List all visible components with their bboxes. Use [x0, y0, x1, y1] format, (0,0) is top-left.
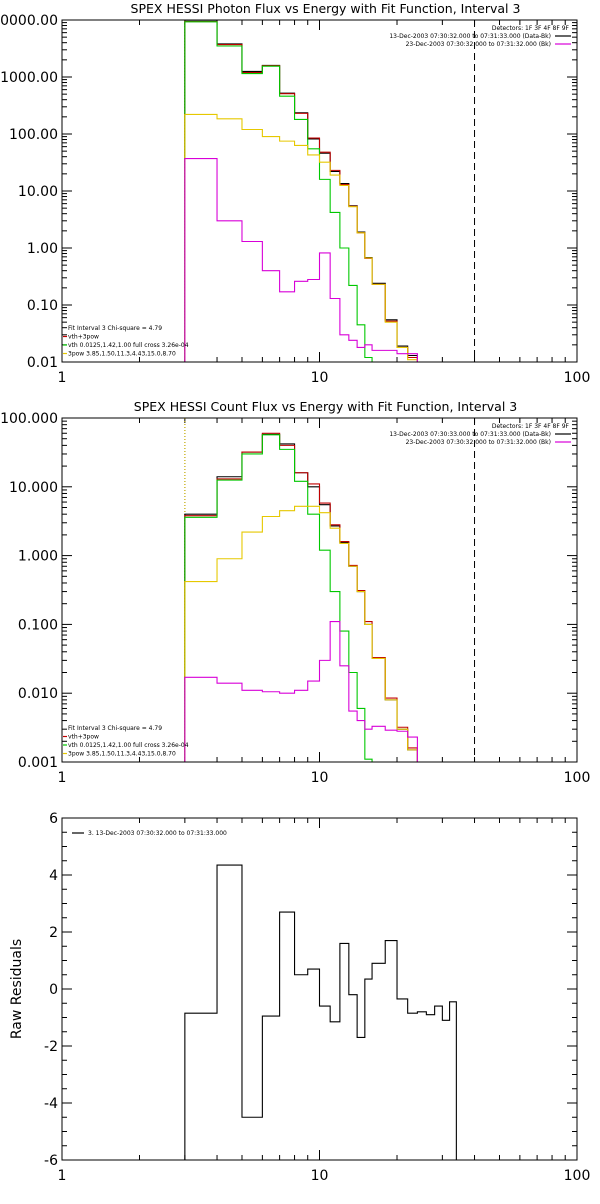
y-tick-label: -4 [44, 1096, 58, 1112]
y-tick-label: 4 [49, 868, 58, 884]
chart-title: SPEX HESSI Photon Flux vs Energy with Fi… [131, 1, 521, 16]
legend-entry-3: vth 0.0125,1.42,1.00 full cross 3.26e-04 [68, 342, 189, 349]
legend-entry-3: vth 0.0125,1.42,1.00 full cross 3.26e-04 [68, 742, 189, 749]
y-tick-label: 1000.00 [0, 70, 58, 86]
chart-panel-1: SPEX HESSI Photon Flux vs Energy with Fi… [0, 1, 590, 386]
series-line-bk [184, 621, 418, 762]
info-text-2: 13-Dec-2003 07:30:32.000 to 07:31:33.000… [389, 33, 551, 40]
y-tick-label: 1.00 [27, 241, 58, 257]
chart-panel-2: SPEX HESSI Count Flux vs Energy with Fit… [0, 399, 590, 786]
series-line-3-13-dec-2003-07-30-32-000-to-07-31-33-000 [184, 864, 457, 1160]
y-tick-label: 0.10 [27, 298, 58, 314]
x-tick-label: 10 [311, 1168, 329, 1184]
plot-frame [61, 417, 578, 763]
series-line-3pow [184, 505, 418, 762]
y-axis-label: Raw Residuals [9, 939, 25, 1039]
y-tick-label: 100.00 [9, 127, 58, 143]
x-tick-label: 100 [564, 370, 591, 386]
plot-data [184, 418, 476, 762]
y-tick-label: -2 [44, 1039, 58, 1055]
y-tick-label: 10.00 [18, 184, 58, 200]
series-line-vth [184, 434, 373, 762]
x-tick-label: 1 [58, 370, 67, 386]
y-tick-label: 0.01 [27, 355, 58, 371]
info-text-3: 23-Dec-2003 07:30:32.000 to 07:31:32.000… [406, 439, 551, 446]
series-line-vth [184, 21, 373, 362]
plot-data [184, 864, 457, 1160]
info-text-1: Detectors: 1F 3F 4F 8F 9F [492, 423, 570, 430]
legend-entry-2: vth+3pow [68, 334, 99, 341]
y-tick-label: 0.001 [18, 755, 58, 771]
y-tick-label: 10.000 [9, 480, 58, 496]
y-tick-label: -6 [44, 1153, 58, 1169]
series-line-vth-3pow [184, 20, 418, 362]
chart-title: SPEX HESSI Count Flux vs Energy with Fit… [134, 399, 517, 414]
y-tick-label: 2 [49, 925, 58, 941]
x-tick-label: 10 [311, 370, 329, 386]
axis-ticks [61, 19, 578, 363]
series-line-data-bk [184, 20, 418, 362]
legend-entry-2: vth+3pow [68, 734, 99, 741]
y-tick-label: 6 [49, 811, 58, 827]
info-text-2: 13-Dec-2003 07:30:33.000 to 07:31:33.000… [389, 431, 551, 438]
y-tick-label: 1.000 [18, 549, 58, 565]
y-tick-label: 0.100 [18, 617, 58, 633]
info-text-3: 23-Dec-2003 07:30:32.000 to 07:31:32.000… [406, 41, 551, 48]
y-tick-label: 100.000 [0, 411, 58, 427]
legend-entry-4: 3pow 3.85,1.50,11.3,4.43,15.0,8.70 [68, 751, 176, 758]
legend-entry-1: 3. 13-Dec-2003 07:30:32.000 to 07:31:33.… [88, 830, 227, 837]
series-line-vth-3pow [184, 432, 418, 762]
chart-panel-3: 1 10 100 -6 -4 -2 0 2 4 6 Raw Residuals 3. 13-Dec-2… [9, 811, 590, 1184]
x-tick-label: 100 [564, 770, 591, 786]
info-text-1: Detectors: 1F 3F 4F 8F 9F [492, 25, 570, 32]
series-line-3pow [184, 113, 418, 362]
x-tick-label: 10 [311, 770, 329, 786]
legend-entry-4: 3pow 3.85,1.50,11.3,4.43,15.0,8.70 [68, 351, 176, 358]
series-line-bk [184, 158, 418, 362]
legend-entry-1: Fit Interval 3 Chi-square = 4.79 [68, 325, 162, 332]
legend-entry-1: Fit Interval 3 Chi-square = 4.79 [68, 725, 162, 732]
plot-data [184, 20, 476, 362]
x-tick-label: 1 [58, 770, 67, 786]
y-tick-label: 0 [49, 982, 58, 998]
series-line-data-bk [184, 433, 418, 762]
axis-ticks [61, 417, 578, 763]
x-tick-label: 100 [564, 1168, 591, 1184]
plot-frame [61, 817, 578, 1161]
y-tick-label: 10000.00 [0, 13, 58, 29]
plot-frame [61, 19, 578, 363]
y-tick-label: 0.010 [18, 686, 58, 702]
x-tick-label: 1 [58, 1168, 67, 1184]
